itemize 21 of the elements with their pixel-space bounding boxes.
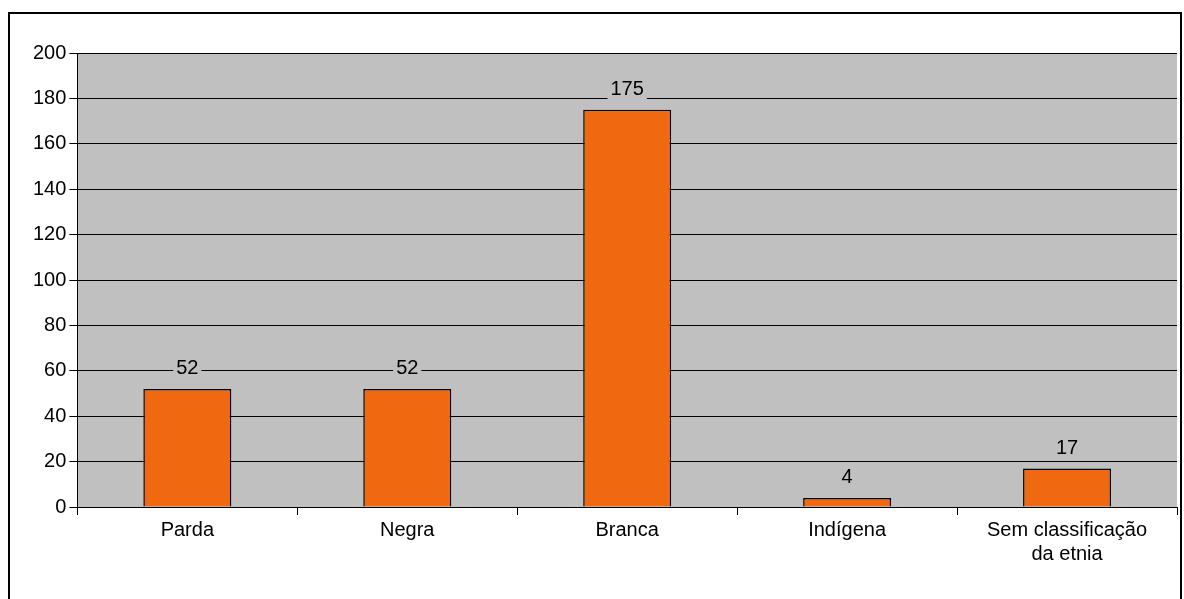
y-tick-label: 160: [32, 131, 67, 154]
x-tick-label: Parda: [160, 517, 215, 540]
y-tick-label: 60: [44, 358, 67, 381]
x-tick-label: Negra: [380, 517, 436, 540]
data-label: 175: [610, 77, 644, 100]
y-tick-label: 100: [32, 267, 67, 290]
y-tick-label: 200: [32, 40, 67, 63]
y-tick-label: 80: [44, 312, 67, 335]
y-tick-label: 20: [44, 449, 67, 472]
y-tick-label: 40: [44, 403, 67, 426]
x-tick-label: Branca: [595, 517, 660, 540]
x-tick-label: Sem classificação da etnia: [987, 517, 1148, 564]
y-tick-label: 180: [32, 85, 67, 108]
x-tick-label: Indígena: [808, 517, 887, 540]
y-tick-label: 140: [32, 176, 67, 199]
y-tick-label: 0: [55, 494, 67, 517]
data-label: 17: [1055, 435, 1079, 458]
data-label: 52: [396, 356, 419, 379]
y-tick-label: 120: [32, 222, 67, 245]
data-label: 52: [176, 356, 199, 379]
data-label: 4: [841, 465, 853, 488]
